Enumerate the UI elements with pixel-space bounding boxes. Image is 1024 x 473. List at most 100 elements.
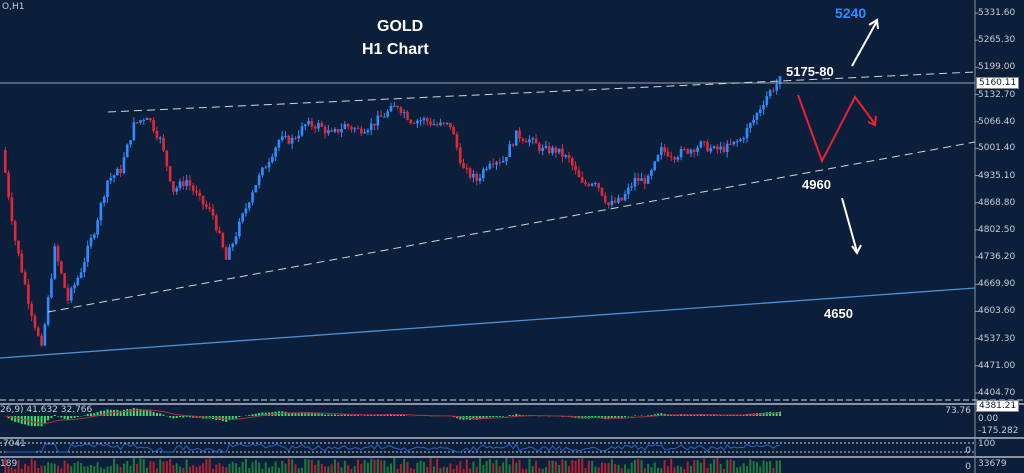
bull-candle [254, 185, 258, 193]
macd-axis-tick: -175.282 [978, 426, 1019, 436]
price-axis-tick: 5132.70 [978, 89, 1016, 100]
price-axis-tick: 5265.30 [978, 35, 1016, 46]
bear-candle [425, 118, 429, 122]
bear-candle [119, 168, 122, 173]
bear-candle [491, 163, 495, 165]
bear-candle [208, 207, 211, 210]
bull-candle [106, 180, 109, 198]
price-axis-tick: 5331.60 [978, 8, 1016, 18]
bear-candle [188, 180, 192, 186]
bear-candle [547, 145, 551, 154]
bull-candle [185, 180, 188, 187]
bear-candle [571, 158, 574, 166]
bear-candle [673, 157, 676, 160]
bull-candle [755, 113, 759, 120]
bear-candle [20, 253, 24, 273]
support-label-4960: 4960 [802, 177, 831, 192]
bull-candle [125, 144, 129, 158]
bull-candle [514, 130, 518, 146]
bull-candle [343, 124, 347, 130]
bear-candle [13, 221, 17, 241]
bull-candle [376, 115, 380, 126]
bear-candle [538, 143, 541, 151]
bear-candle [600, 187, 604, 196]
bear-candle [294, 137, 297, 139]
bull-candle [251, 192, 254, 203]
bear-candle [584, 182, 587, 185]
macd-label: 26,9) 41.632 32.766 [0, 405, 93, 415]
bull-candle [482, 169, 485, 179]
bull-candle [765, 96, 769, 106]
bull-candle [627, 187, 630, 194]
bull-candle [264, 167, 268, 169]
bear-candle [468, 168, 472, 178]
bull-candle [709, 148, 713, 152]
bear-candle [702, 141, 706, 143]
bull-candle [129, 140, 132, 145]
bull-candle [178, 181, 182, 189]
bull-candle [778, 76, 782, 85]
bull-candle [366, 130, 370, 133]
bear-candle [455, 134, 459, 148]
bull-candle [617, 197, 620, 203]
up-arrow-icon [851, 18, 879, 67]
bear-candle [152, 120, 155, 131]
bull-candle [369, 123, 373, 131]
bull-candle [495, 162, 498, 165]
bear-candle [409, 119, 413, 124]
bull-candle [261, 167, 264, 176]
bull-candle [557, 148, 561, 153]
bull-candle [505, 157, 508, 161]
bear-candle [17, 240, 20, 254]
bull-candle [257, 175, 261, 186]
bull-candle [228, 247, 231, 260]
bull-candle [340, 129, 343, 133]
bull-candle [139, 120, 142, 123]
bull-candle [590, 183, 594, 186]
bear-candle [221, 233, 225, 248]
chart-title: GOLD [377, 18, 424, 35]
bull-candle [145, 118, 149, 120]
bear-candle [636, 177, 640, 182]
long-term-trendline [0, 287, 976, 359]
bear-candle [607, 202, 610, 206]
bull-candle [735, 141, 739, 143]
bull-candle [660, 147, 663, 155]
bear-candle [60, 261, 63, 274]
price-axis-tick: 4471.00 [978, 360, 1016, 371]
chart-subtitle: H1 Chart [362, 41, 429, 58]
bull-candle [531, 138, 535, 140]
bear-candle [435, 124, 439, 126]
panel-divider [0, 456, 1024, 458]
bear-candle [56, 246, 60, 262]
bull-candle [696, 147, 699, 153]
bull-candle [317, 122, 320, 129]
bull-candle [432, 124, 436, 126]
bull-candle [564, 155, 568, 157]
bear-candle [554, 147, 558, 153]
oscillator-line [5, 443, 781, 453]
bear-candle [7, 172, 10, 198]
bear-candle [465, 168, 469, 170]
bull-candle [775, 84, 779, 91]
osc-axis-tick: 100 [978, 439, 996, 449]
bull-candle [280, 136, 284, 141]
bear-candle [399, 107, 403, 113]
bull-candle [676, 157, 680, 160]
bear-candle [683, 149, 686, 151]
bull-candle [768, 90, 772, 97]
bear-candle [669, 156, 673, 158]
oscillator-label: .7041 [0, 439, 26, 449]
bull-candle [439, 122, 442, 126]
bear-candle [287, 135, 291, 144]
bull-candle [732, 141, 736, 145]
price-axis-tick: 4935.10 [978, 170, 1016, 181]
bull-candle [69, 288, 73, 301]
bull-candle [122, 157, 126, 173]
bull-candle [650, 170, 653, 176]
bull-candle [50, 278, 53, 298]
bull-candle [699, 141, 703, 148]
bull-candle [416, 120, 419, 124]
target-label-5240: 5240 [835, 5, 867, 21]
